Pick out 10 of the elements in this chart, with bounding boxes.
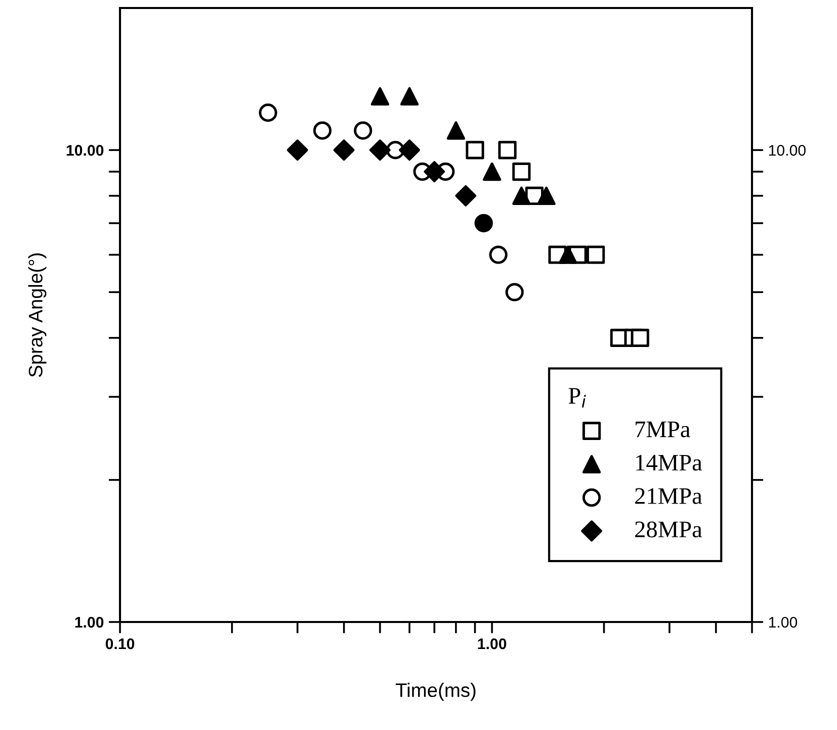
y-axis-title: Spray Angle(°) [28, 253, 46, 377]
text: 1.00 [769, 616, 798, 628]
legend-label: 21MPa [635, 488, 702, 504]
legend-label: 28MPa [635, 521, 702, 538]
legend-title: P$_{i}$ [568, 388, 586, 408]
x-axis-title: Time(ms) [396, 682, 476, 701]
legend-label: 14MPa [636, 454, 702, 471]
x-tick-label: 0.10 [106, 638, 134, 650]
legend-label: 7MPa [636, 422, 690, 438]
text: 10.00 [769, 144, 806, 156]
